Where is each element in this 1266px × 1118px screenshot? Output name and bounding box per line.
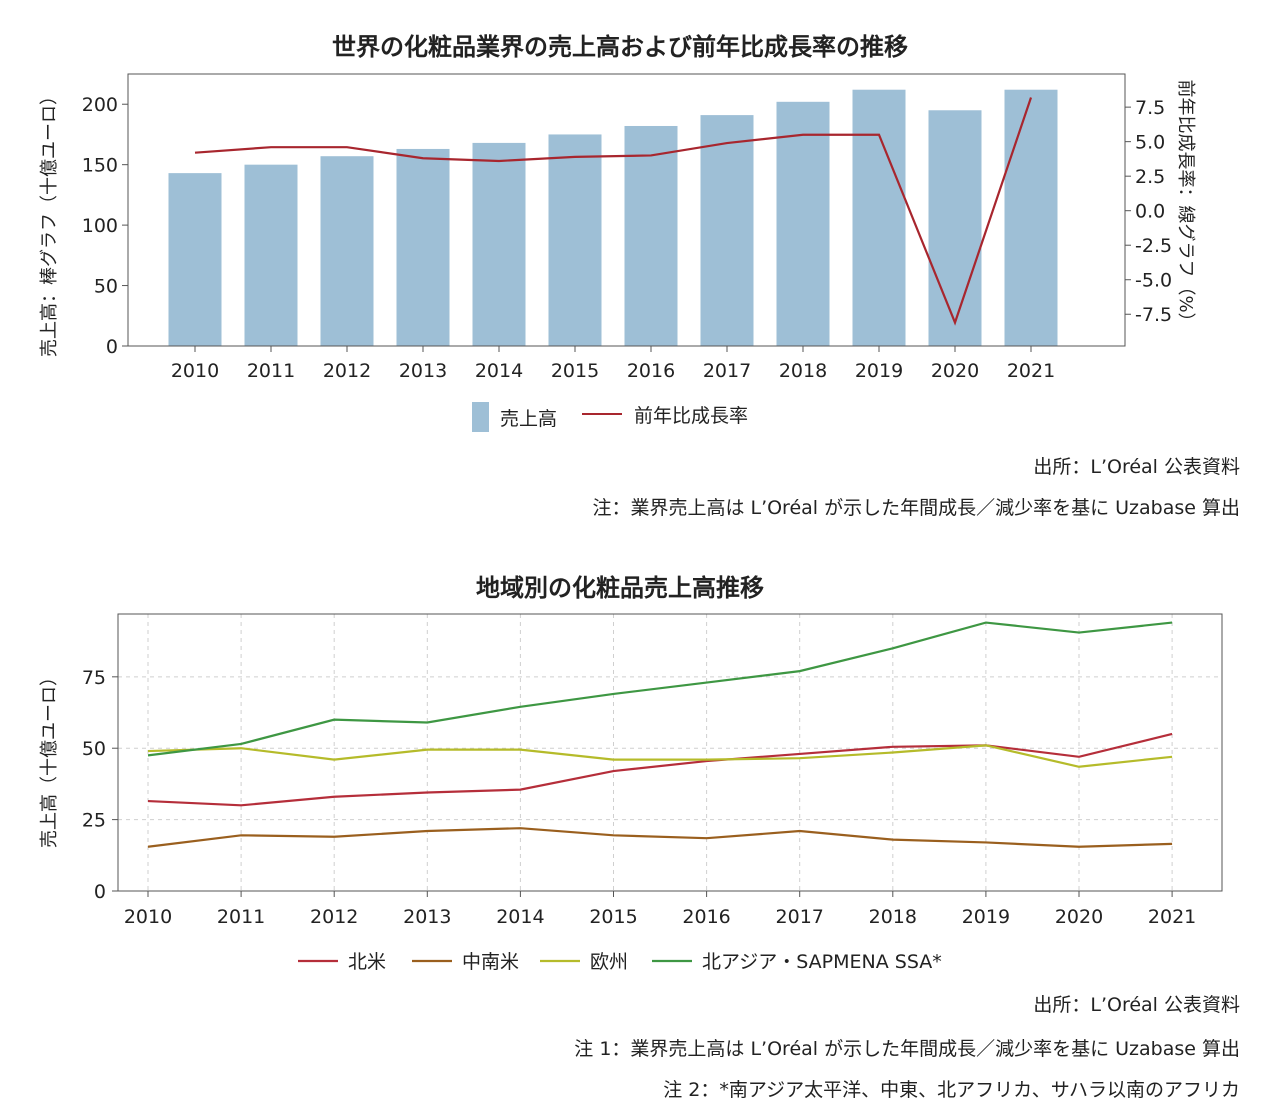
chart1-y2-axis-label: 前年比成長率：線グラフ（%） bbox=[1175, 79, 1196, 330]
x-tick-label: 2010 bbox=[124, 906, 172, 928]
series-line-0 bbox=[147, 732, 1173, 807]
x-tick-label: 2014 bbox=[496, 906, 544, 928]
chart1-source: 出所：L’Oréal 公表資料 bbox=[1033, 456, 1240, 478]
legend-label-3: 北アジア・SAPMENA SSA* bbox=[702, 951, 942, 973]
y-tick-label: 100 bbox=[82, 215, 118, 237]
x-tick-label: 2017 bbox=[703, 360, 751, 382]
chart2-note1: 注 1：業界売上高は L’Oréal が示した年間成長／減少率を基に Uzaba… bbox=[574, 1038, 1240, 1060]
chart2-y-axis-label: 売上高（十億ユーロ） bbox=[39, 668, 60, 848]
bar-2019 bbox=[852, 89, 906, 347]
x-tick-label: 2014 bbox=[475, 360, 523, 382]
growth-rate-line bbox=[194, 97, 1033, 326]
x-tick-label: 2020 bbox=[1055, 906, 1103, 928]
y-tick-label: 50 bbox=[82, 738, 106, 760]
series-line-3 bbox=[147, 621, 1173, 757]
bar-2016 bbox=[624, 125, 678, 346]
x-tick-label: 2018 bbox=[779, 360, 827, 382]
x-tick-label: 2012 bbox=[323, 360, 371, 382]
y-tick-label: 0 bbox=[94, 881, 106, 903]
x-tick-label: 2019 bbox=[855, 360, 903, 382]
y-tick-label: 75 bbox=[82, 667, 106, 689]
y2-tick-label: -5.0 bbox=[1135, 270, 1172, 292]
y2-tick-label: 0.0 bbox=[1135, 201, 1165, 223]
x-tick-label: 2016 bbox=[682, 906, 730, 928]
bar-2012 bbox=[320, 156, 374, 346]
bar-2017 bbox=[700, 115, 754, 346]
x-tick-label: 2012 bbox=[310, 906, 358, 928]
x-tick-label: 2013 bbox=[403, 906, 451, 928]
legend-label-2: 欧州 bbox=[590, 951, 628, 973]
x-tick-label: 2017 bbox=[776, 906, 824, 928]
chart1-plot-frame bbox=[127, 73, 1126, 347]
y-tick-label: 0 bbox=[106, 336, 118, 358]
x-tick-label: 2016 bbox=[627, 360, 675, 382]
chart1-title: 世界の化粧品業界の売上高および前年比成長率の推移 bbox=[332, 33, 908, 61]
series-line-1 bbox=[147, 827, 1173, 848]
x-tick-label: 2013 bbox=[399, 360, 447, 382]
legend-bar-label: 売上高 bbox=[500, 408, 557, 430]
y2-tick-label: -2.5 bbox=[1135, 235, 1172, 257]
y2-tick-label: 2.5 bbox=[1135, 166, 1165, 188]
regional-sales-chart: 地域別の化粧品売上高推移 売上高（十億ユーロ） 0 25 50 75 2010 2011… bbox=[39, 574, 1223, 973]
chart2-plot-frame bbox=[117, 613, 1223, 892]
legend-bar-swatch bbox=[472, 402, 489, 432]
bar-2010 bbox=[168, 173, 222, 346]
bar-2020 bbox=[928, 110, 982, 347]
bar-2018 bbox=[776, 101, 830, 346]
chart2-source: 出所：L’Oréal 公表資料 bbox=[1033, 994, 1240, 1016]
x-tick-label: 2011 bbox=[247, 360, 295, 382]
x-tick-label: 2010 bbox=[171, 360, 219, 382]
y2-tick-label: -7.5 bbox=[1135, 304, 1172, 326]
bar-2013 bbox=[396, 148, 450, 346]
chart2-title: 地域別の化粧品売上高推移 bbox=[476, 574, 764, 602]
y2-tick-label: 7.5 bbox=[1135, 97, 1165, 119]
bar-2011 bbox=[244, 164, 298, 346]
bar-2021 bbox=[1004, 89, 1058, 347]
x-tick-label: 2015 bbox=[551, 360, 599, 382]
y-tick-label: 50 bbox=[94, 276, 118, 298]
legend-label-1: 中南米 bbox=[462, 951, 519, 973]
bar-2015 bbox=[548, 134, 602, 346]
chart1-y-axis-label: 売上高：棒グラフ（十億ユーロ） bbox=[39, 87, 60, 357]
sales-growth-chart: 世界の化粧品業界の売上高および前年比成長率の推移 売上高：棒グラフ（十億ユーロ）… bbox=[39, 33, 1196, 432]
x-tick-label: 2021 bbox=[1148, 906, 1196, 928]
chart1-note: 注：業界売上高は L’Oréal が示した年間成長／減少率を基に Uzabase… bbox=[592, 497, 1240, 519]
legend-line-label: 前年比成長率 bbox=[634, 405, 748, 427]
x-tick-label: 2011 bbox=[217, 906, 265, 928]
x-tick-label: 2020 bbox=[931, 360, 979, 382]
x-tick-label: 2015 bbox=[589, 906, 637, 928]
chart2-note2: 注 2：*南アジア太平洋、中東、北アフリカ、サハラ以南のアフリカ bbox=[663, 1079, 1240, 1101]
y-tick-label: 150 bbox=[82, 155, 118, 177]
x-tick-label: 2018 bbox=[869, 906, 917, 928]
bar-2014 bbox=[472, 142, 526, 346]
x-tick-label: 2021 bbox=[1007, 360, 1055, 382]
y-tick-label: 25 bbox=[82, 810, 106, 832]
y-tick-label: 200 bbox=[82, 94, 118, 116]
series-line-2 bbox=[147, 744, 1173, 768]
legend-label-0: 北米 bbox=[348, 951, 386, 973]
y2-tick-label: 5.0 bbox=[1135, 132, 1165, 154]
x-tick-label: 2019 bbox=[962, 906, 1010, 928]
